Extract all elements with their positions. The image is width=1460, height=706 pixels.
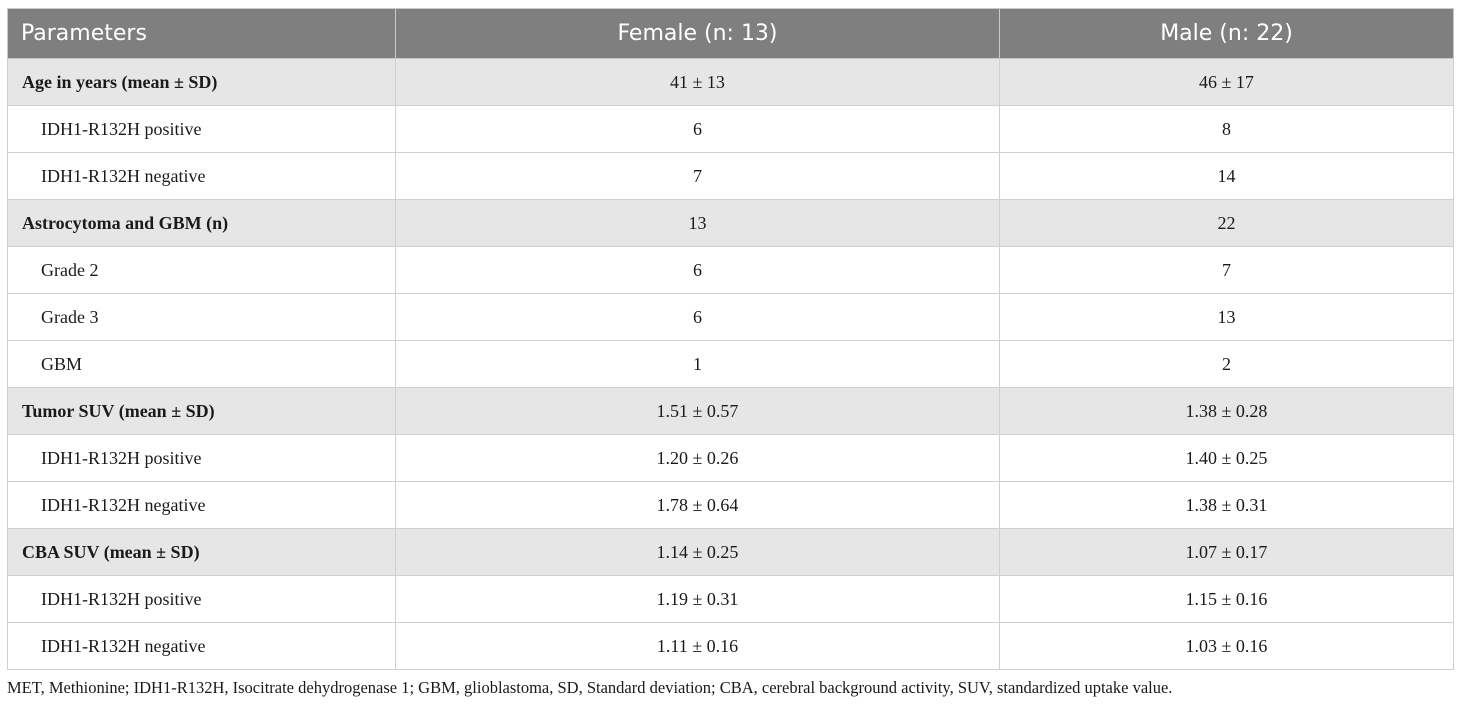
row-label-cell: Tumor SUV (mean ± SD): [7, 387, 396, 435]
column-header-male: Male (n: 22): [999, 8, 1454, 59]
female-value-cell: 1: [395, 340, 1000, 388]
table-row: IDH1-R132H negative 1.11 ± 0.16 1.03 ± 0.1…: [7, 622, 1454, 670]
table-row: GBM 1 2: [7, 340, 1454, 388]
row-label-cell: IDH1-R132H positive: [7, 575, 396, 623]
male-value-cell: 13: [999, 293, 1454, 341]
male-value-cell: 1.15 ± 0.16: [999, 575, 1454, 623]
row-label-cell: GBM: [7, 340, 396, 388]
female-value-cell: 13: [395, 199, 1000, 247]
table-row: IDH1-R132H negative 7 14: [7, 152, 1454, 200]
table-row: IDH1-R132H positive 6 8: [7, 105, 1454, 153]
table-section-row: Astrocytoma and GBM (n) 13 22: [7, 199, 1454, 247]
female-value-cell: 1.11 ± 0.16: [395, 622, 1000, 670]
female-value-cell: 6: [395, 246, 1000, 294]
table-row: Grade 3 6 13: [7, 293, 1454, 341]
female-value-cell: 7: [395, 152, 1000, 200]
column-header-female: Female (n: 13): [395, 8, 1000, 59]
table-body: Age in years (mean ± SD) 41 ± 13 46 ± 17 ID…: [7, 58, 1454, 670]
row-label-cell: IDH1-R132H negative: [7, 481, 396, 529]
female-value-cell: 1.78 ± 0.64: [395, 481, 1000, 529]
male-value-cell: 1.38 ± 0.28: [999, 387, 1454, 435]
male-value-cell: 46 ± 17: [999, 58, 1454, 106]
female-value-cell: 41 ± 13: [395, 58, 1000, 106]
male-value-cell: 1.07 ± 0.17: [999, 528, 1454, 576]
male-value-cell: 14: [999, 152, 1454, 200]
male-value-cell: 22: [999, 199, 1454, 247]
male-value-cell: 7: [999, 246, 1454, 294]
male-value-cell: 8: [999, 105, 1454, 153]
data-table-container: Parameters Female (n: 13) Male (n: 22) A…: [7, 8, 1454, 670]
row-label-cell: IDH1-R132H negative: [7, 152, 396, 200]
row-label-cell: IDH1-R132H positive: [7, 434, 396, 482]
row-label-cell: IDH1-R132H negative: [7, 622, 396, 670]
table-row: IDH1-R132H positive 1.20 ± 0.26 1.40 ± 0.2…: [7, 434, 1454, 482]
female-value-cell: 1.20 ± 0.26: [395, 434, 1000, 482]
table-row: IDH1-R132H negative 1.78 ± 0.64 1.38 ± 0.3…: [7, 481, 1454, 529]
male-value-cell: 2: [999, 340, 1454, 388]
female-value-cell: 6: [395, 105, 1000, 153]
female-value-cell: 1.51 ± 0.57: [395, 387, 1000, 435]
male-value-cell: 1.03 ± 0.16: [999, 622, 1454, 670]
row-label-cell: Grade 3: [7, 293, 396, 341]
table-section-row: Tumor SUV (mean ± SD) 1.51 ± 0.57 1.38 ± 0…: [7, 387, 1454, 435]
row-label-cell: CBA SUV (mean ± SD): [7, 528, 396, 576]
female-value-cell: 6: [395, 293, 1000, 341]
female-value-cell: 1.19 ± 0.31: [395, 575, 1000, 623]
table-header-row: Parameters Female (n: 13) Male (n: 22): [7, 8, 1454, 59]
row-label-cell: Grade 2: [7, 246, 396, 294]
row-label-cell: Age in years (mean ± SD): [7, 58, 396, 106]
column-header-parameters: Parameters: [7, 8, 396, 59]
row-label-cell: Astrocytoma and GBM (n): [7, 199, 396, 247]
table-section-row: Age in years (mean ± SD) 41 ± 13 46 ± 17: [7, 58, 1454, 106]
row-label-cell: IDH1-R132H positive: [7, 105, 396, 153]
female-value-cell: 1.14 ± 0.25: [395, 528, 1000, 576]
male-value-cell: 1.40 ± 0.25: [999, 434, 1454, 482]
male-value-cell: 1.38 ± 0.31: [999, 481, 1454, 529]
table-footnote: MET, Methionine; IDH1-R132H, Isocitrate …: [7, 678, 1173, 697]
table-section-row: CBA SUV (mean ± SD) 1.14 ± 0.25 1.07 ± 0.1…: [7, 528, 1454, 576]
table-row: IDH1-R132H positive 1.19 ± 0.31 1.15 ± 0.1…: [7, 575, 1454, 623]
parameters-table: Parameters Female (n: 13) Male (n: 22) A…: [7, 8, 1454, 670]
